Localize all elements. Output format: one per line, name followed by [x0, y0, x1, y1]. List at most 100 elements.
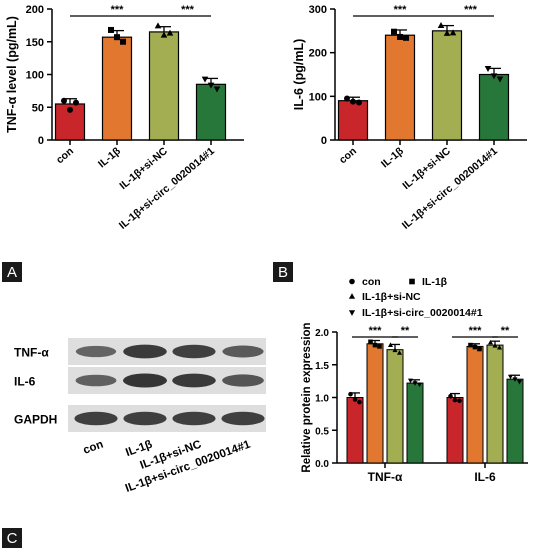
- point-B-3-0: [484, 65, 492, 72]
- sig-label-C-3: **: [501, 325, 510, 337]
- point-A-3-0: [201, 76, 209, 83]
- blot-lane-label-0: con: [82, 439, 105, 457]
- legend-label-0: con: [362, 276, 381, 288]
- point-A-3-1: [207, 82, 215, 89]
- sig-label-A-1: ***: [181, 4, 195, 16]
- blot-band-0-3: [222, 345, 264, 358]
- y-tick-label-A-0: 0: [38, 135, 44, 147]
- blot-band-2-3: [221, 411, 265, 426]
- bar-C-0-3: [406, 382, 424, 464]
- bar-B-0: [337, 100, 369, 141]
- legend-marker-0: [349, 278, 355, 285]
- point-A-1-2: [120, 38, 126, 45]
- blot-band-2-2: [172, 411, 216, 426]
- blot-row-label-0: TNF-α: [14, 346, 49, 360]
- point-A-0-2: [73, 99, 79, 106]
- point-C-0-1-0: [368, 339, 373, 345]
- y-axis-label-B: IL-6 (pg/mL): [292, 39, 306, 111]
- point-C-1-0-0: [448, 393, 453, 399]
- point-B-2-2: [449, 29, 457, 36]
- point-C-1-2-0: [487, 339, 494, 345]
- bar-B-1: [384, 34, 416, 141]
- x-tick-label-C-0: TNF-α: [368, 470, 403, 484]
- blot-band-1-0: [75, 374, 117, 387]
- blot-band-0-2: [172, 344, 216, 359]
- blot-band-0-0: [75, 345, 117, 358]
- bar-B-2: [431, 30, 463, 141]
- point-C-1-2-1: [492, 342, 498, 348]
- point-C-0-3-1: [412, 381, 418, 386]
- point-C-0-2-1: [392, 347, 398, 353]
- bar-A-3: [195, 83, 227, 141]
- legend-label-3: IL-1β+si-circ_0020014#1: [362, 307, 483, 319]
- bar-C-0-2: [386, 349, 404, 464]
- point-B-2-0: [437, 21, 445, 28]
- point-C-0-0-0: [348, 391, 353, 397]
- blot-band-1-3: [222, 374, 264, 387]
- y-tick-label-B-2: 200: [309, 48, 327, 60]
- point-A-2-2: [166, 29, 174, 36]
- point-B-1-2: [403, 34, 409, 41]
- y-tick-label-A-1: 50: [32, 102, 44, 114]
- x-tick-label-A-1: IL-1β: [96, 145, 123, 171]
- point-C-0-1-1: [372, 342, 378, 348]
- blot-band-1-2: [172, 373, 216, 388]
- x-tick-label-B-1: IL-1β: [379, 145, 406, 171]
- bar-A-1: [101, 36, 133, 141]
- sig-label-A-0: ***: [111, 4, 125, 16]
- y-tick-label-B-1: 100: [309, 91, 327, 103]
- point-A-0-0: [61, 97, 67, 104]
- panel-label-a: A: [2, 262, 22, 282]
- panel-label-c: C: [2, 528, 22, 548]
- point-B-3-1: [490, 73, 498, 80]
- sig-label-C-2: ***: [469, 325, 483, 337]
- point-A-2-0: [154, 22, 162, 29]
- legend-marker-2: [348, 293, 356, 299]
- y-axis-label-A: TNF-α level (pg/mL): [5, 16, 19, 133]
- point-C-0-3-2: [416, 382, 423, 388]
- bar-C-0-1: [366, 343, 384, 464]
- point-B-0-1: [350, 98, 356, 105]
- point-A-1-1: [114, 34, 120, 41]
- bar-B-3: [478, 73, 510, 141]
- legend-marker-1: [409, 278, 415, 285]
- sig-label-B-0: ***: [394, 4, 408, 16]
- bar-A-2: [148, 31, 180, 141]
- point-C-1-2-2: [496, 344, 503, 350]
- point-C-1-0-1: [452, 397, 458, 403]
- y-tick-label-C-2: 1.0: [315, 394, 329, 405]
- x-tick-label-A-3: IL-1β+si-circ_0020014#1: [117, 145, 217, 232]
- y-tick-label-B-0: 0: [321, 135, 327, 147]
- point-C-1-1-1: [472, 344, 478, 350]
- y-tick-label-A-2: 100: [26, 70, 44, 82]
- point-C-0-2-2: [396, 350, 403, 355]
- blot-band-0-1: [123, 344, 167, 359]
- point-B-3-2: [496, 76, 504, 83]
- sig-label-B-1: ***: [464, 4, 478, 16]
- point-A-0-1: [67, 106, 73, 113]
- x-tick-label-C-1: IL-6: [474, 470, 496, 484]
- point-B-0-0: [344, 95, 350, 102]
- y-tick-label-C-1: 0.5: [315, 426, 329, 437]
- blot-band-2-0: [74, 411, 118, 426]
- point-C-0-2-0: [387, 342, 394, 347]
- point-A-1-0: [108, 26, 114, 33]
- y-tick-label-A-3: 150: [26, 37, 44, 49]
- panel-label-b: B: [273, 262, 293, 282]
- point-C-1-1-2: [477, 346, 482, 352]
- point-C-1-0-2: [457, 398, 462, 404]
- point-C-0-0-1: [352, 397, 358, 402]
- blot-band-2-1: [123, 411, 167, 426]
- y-tick-label-C-4: 2.0: [315, 328, 329, 339]
- x-tick-label-B-0: con: [337, 145, 359, 166]
- sig-label-C-0: ***: [369, 325, 383, 337]
- point-A-2-1: [160, 31, 168, 38]
- y-tick-label-B-3: 300: [309, 4, 327, 16]
- point-B-1-1: [397, 33, 403, 40]
- x-tick-label-B-3: IL-1β+si-circ_0020014#1: [400, 145, 500, 232]
- point-B-0-2: [356, 99, 362, 106]
- bar-C-1-2: [486, 344, 504, 464]
- point-A-3-2: [213, 86, 221, 93]
